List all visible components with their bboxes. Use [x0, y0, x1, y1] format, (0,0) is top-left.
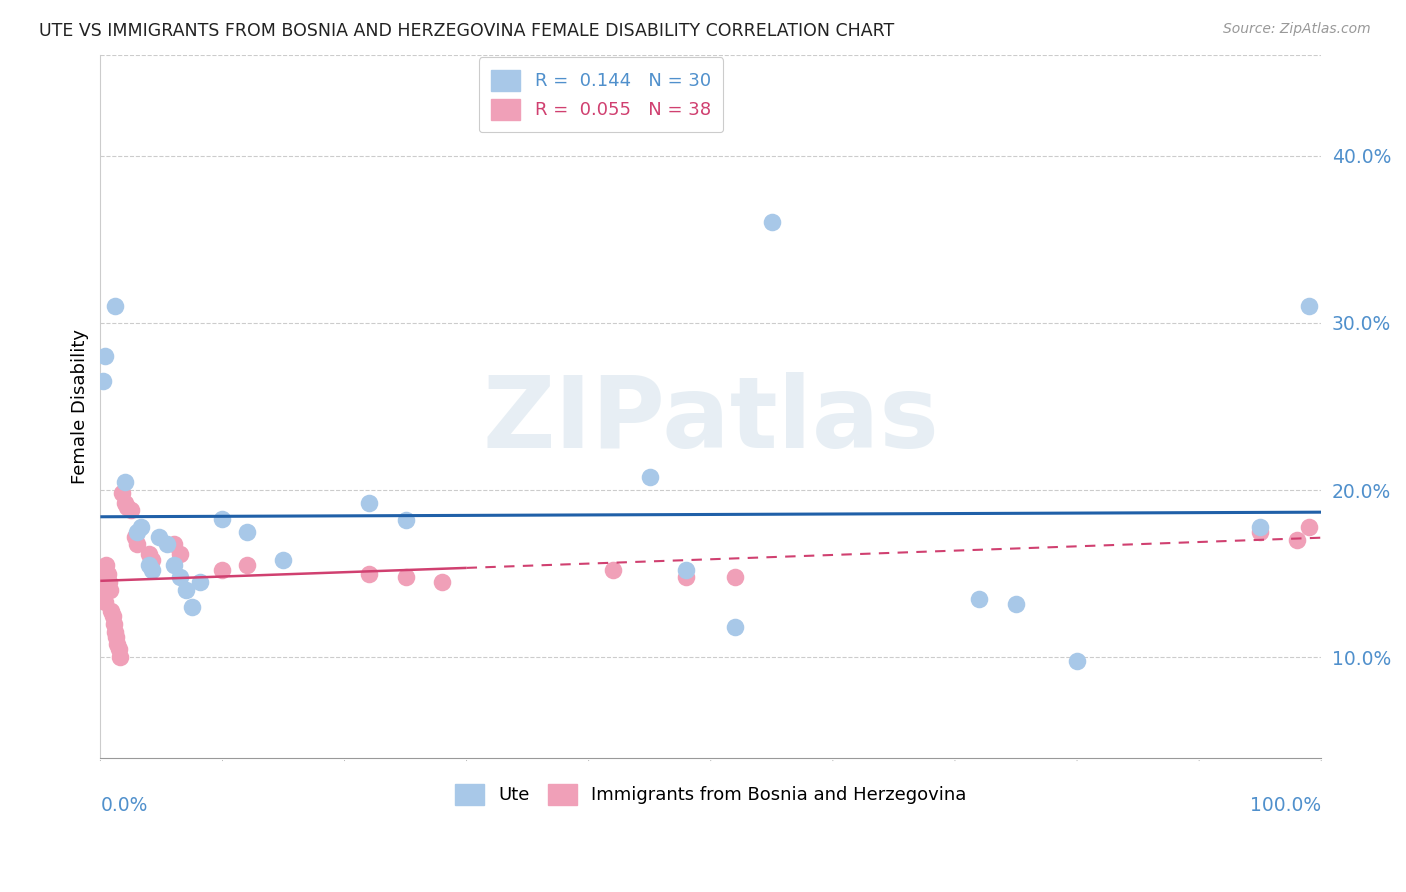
- Point: [108, 650, 131, 665]
- Text: 0.0%: 0.0%: [100, 797, 148, 815]
- Point: [93, 587, 115, 601]
- Point: [169, 547, 191, 561]
- Point: [357, 496, 380, 510]
- Point: [236, 558, 259, 573]
- Point: [125, 524, 148, 539]
- Point: [1005, 597, 1028, 611]
- Point: [104, 299, 127, 313]
- Point: [1249, 520, 1271, 534]
- Point: [236, 524, 259, 539]
- Legend: Ute, Immigrants from Bosnia and Herzegovina: Ute, Immigrants from Bosnia and Herzegov…: [449, 777, 974, 812]
- Point: [107, 637, 129, 651]
- Point: [90, 570, 112, 584]
- Point: [1298, 520, 1320, 534]
- Point: [394, 513, 416, 527]
- Point: [91, 580, 114, 594]
- Point: [104, 625, 127, 640]
- Text: UTE VS IMMIGRANTS FROM BOSNIA AND HERZEGOVINA FEMALE DISABILITY CORRELATION CHAR: UTE VS IMMIGRANTS FROM BOSNIA AND HERZEG…: [39, 22, 894, 40]
- Point: [357, 566, 380, 581]
- Point: [156, 536, 179, 550]
- Point: [148, 530, 170, 544]
- Point: [724, 570, 747, 584]
- Point: [162, 536, 184, 550]
- Point: [105, 630, 128, 644]
- Point: [115, 500, 138, 514]
- Point: [94, 595, 117, 609]
- Point: [1285, 533, 1308, 548]
- Point: [1298, 299, 1320, 313]
- Point: [138, 558, 160, 573]
- Point: [125, 536, 148, 550]
- Point: [1249, 524, 1271, 539]
- Point: [162, 558, 184, 573]
- Point: [138, 547, 160, 561]
- Point: [180, 600, 202, 615]
- Text: ZIPatlas: ZIPatlas: [482, 372, 939, 469]
- Text: 100.0%: 100.0%: [1250, 797, 1322, 815]
- Point: [141, 553, 163, 567]
- Text: Source: ZipAtlas.com: Source: ZipAtlas.com: [1223, 22, 1371, 37]
- Point: [675, 563, 697, 577]
- Point: [1066, 654, 1088, 668]
- Point: [211, 511, 233, 525]
- Point: [174, 583, 197, 598]
- Point: [761, 215, 783, 229]
- Point: [114, 475, 136, 489]
- Point: [602, 563, 624, 577]
- Point: [100, 603, 122, 617]
- Point: [97, 575, 120, 590]
- Point: [120, 503, 142, 517]
- Point: [724, 620, 747, 634]
- Point: [111, 486, 134, 500]
- Point: [107, 642, 129, 657]
- Point: [190, 575, 212, 590]
- Point: [103, 616, 125, 631]
- Point: [94, 349, 117, 363]
- Point: [273, 553, 295, 567]
- Point: [394, 570, 416, 584]
- Point: [969, 591, 991, 606]
- Point: [124, 530, 146, 544]
- Point: [141, 563, 163, 577]
- Point: [98, 583, 121, 598]
- Point: [169, 570, 191, 584]
- Point: [101, 608, 124, 623]
- Point: [91, 375, 114, 389]
- Point: [675, 570, 697, 584]
- Point: [432, 575, 454, 590]
- Y-axis label: Female Disability: Female Disability: [72, 329, 89, 484]
- Point: [97, 566, 120, 581]
- Point: [114, 496, 136, 510]
- Point: [129, 520, 152, 534]
- Point: [211, 563, 233, 577]
- Point: [638, 469, 661, 483]
- Point: [96, 558, 118, 573]
